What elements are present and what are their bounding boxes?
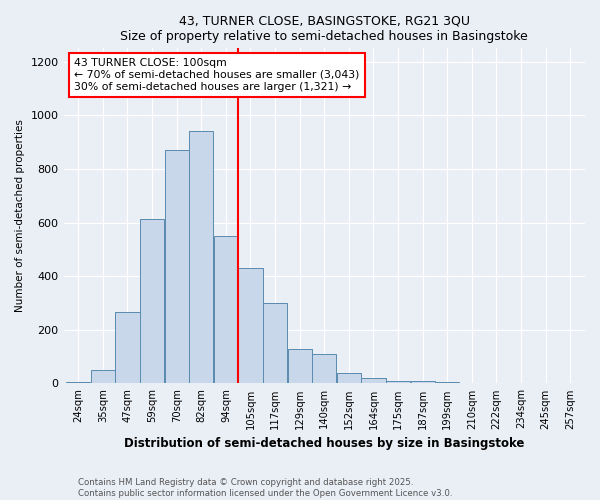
Bar bbox=[214, 236, 238, 384]
Bar bbox=[460, 382, 484, 384]
Bar bbox=[435, 382, 460, 384]
Bar bbox=[287, 348, 312, 384]
Bar bbox=[238, 268, 263, 384]
Bar bbox=[115, 312, 140, 384]
Bar bbox=[337, 372, 361, 384]
X-axis label: Distribution of semi-detached houses by size in Basingstoke: Distribution of semi-detached houses by … bbox=[124, 437, 524, 450]
Bar bbox=[164, 150, 189, 384]
Bar bbox=[66, 382, 91, 384]
Bar bbox=[410, 382, 435, 384]
Bar bbox=[386, 380, 410, 384]
Bar bbox=[140, 218, 164, 384]
Bar bbox=[263, 303, 287, 384]
Bar bbox=[312, 354, 337, 384]
Bar bbox=[189, 132, 214, 384]
Title: 43, TURNER CLOSE, BASINGSTOKE, RG21 3QU
Size of property relative to semi-detach: 43, TURNER CLOSE, BASINGSTOKE, RG21 3QU … bbox=[121, 15, 528, 43]
Bar bbox=[91, 370, 115, 384]
Bar bbox=[361, 378, 386, 384]
Text: 43 TURNER CLOSE: 100sqm
← 70% of semi-detached houses are smaller (3,043)
30% of: 43 TURNER CLOSE: 100sqm ← 70% of semi-de… bbox=[74, 58, 359, 92]
Y-axis label: Number of semi-detached properties: Number of semi-detached properties bbox=[15, 120, 25, 312]
Text: Contains HM Land Registry data © Crown copyright and database right 2025.
Contai: Contains HM Land Registry data © Crown c… bbox=[78, 478, 452, 498]
Bar bbox=[558, 383, 582, 384]
